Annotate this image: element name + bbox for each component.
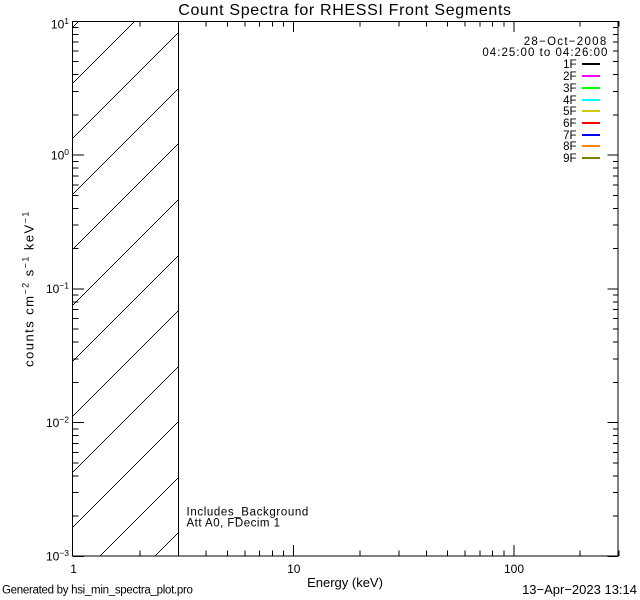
- svg-text:2F: 2F: [563, 71, 576, 83]
- svg-text:8F: 8F: [563, 141, 576, 153]
- svg-text:1F: 1F: [563, 59, 576, 71]
- svg-text:4F: 4F: [563, 95, 576, 107]
- svg-text:6F: 6F: [563, 118, 576, 130]
- svg-text:7F: 7F: [563, 130, 576, 142]
- svg-text:Count Spectra for RHESSI Front: Count Spectra for RHESSI Front Segments: [178, 2, 511, 19]
- svg-text:28−Oct−2008: 28−Oct−2008: [524, 36, 608, 48]
- svg-text:9F: 9F: [563, 153, 576, 165]
- svg-text:counts cm−2 s−1 keV−1: counts cm−2 s−1 keV−1: [21, 210, 37, 367]
- svg-text:Includes_Background: Includes_Background: [187, 507, 309, 519]
- svg-text:3F: 3F: [563, 83, 576, 95]
- svg-text:5F: 5F: [563, 106, 576, 118]
- svg-text:Att A0, FDecim 1: Att A0, FDecim 1: [187, 518, 281, 530]
- svg-text:04:25:00 to 04:26:00: 04:25:00 to 04:26:00: [482, 47, 608, 59]
- svg-text:Generated by hsi_min_spectra_p: Generated by hsi_min_spectra_plot.pro: [2, 585, 193, 597]
- svg-text:13−Apr−2023 13:14: 13−Apr−2023 13:14: [522, 582, 637, 597]
- svg-text:100: 100: [504, 562, 524, 576]
- svg-text:Energy (keV): Energy (keV): [307, 575, 383, 590]
- svg-text:1: 1: [70, 562, 77, 576]
- svg-text:10: 10: [287, 562, 301, 576]
